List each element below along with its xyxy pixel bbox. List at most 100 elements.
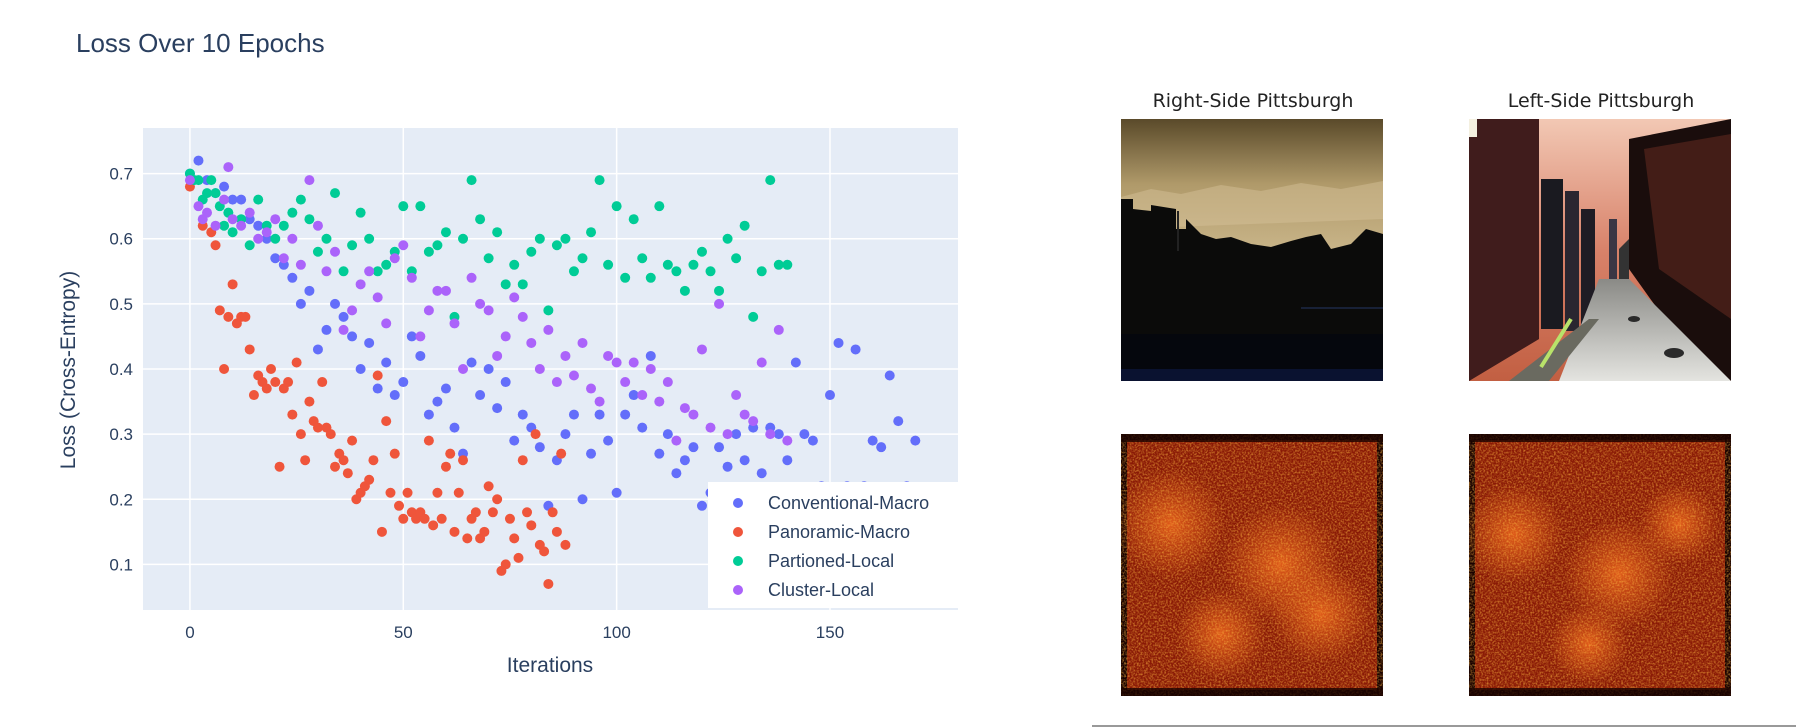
data-point[interactable]	[312, 344, 323, 355]
data-point[interactable]	[551, 377, 562, 388]
data-point[interactable]	[560, 429, 571, 440]
data-point[interactable]	[261, 227, 272, 238]
data-point[interactable]	[560, 539, 571, 550]
data-point[interactable]	[347, 435, 358, 446]
data-point[interactable]	[556, 448, 567, 459]
data-point[interactable]	[654, 396, 665, 407]
data-point[interactable]	[662, 377, 673, 388]
data-point[interactable]	[270, 377, 281, 388]
data-point[interactable]	[551, 240, 562, 251]
data-point[interactable]	[620, 272, 631, 283]
data-point[interactable]	[202, 188, 213, 199]
data-point[interactable]	[470, 507, 481, 518]
data-point[interactable]	[534, 233, 545, 244]
data-point[interactable]	[722, 429, 733, 440]
data-point[interactable]	[321, 233, 332, 244]
data-point[interactable]	[756, 357, 767, 368]
data-point[interactable]	[227, 279, 238, 290]
data-point[interactable]	[603, 259, 614, 270]
data-point[interactable]	[568, 370, 579, 381]
data-point[interactable]	[295, 298, 306, 309]
data-point[interactable]	[338, 455, 349, 466]
data-point[interactable]	[325, 429, 336, 440]
data-point[interactable]	[295, 429, 306, 440]
data-point[interactable]	[287, 233, 298, 244]
data-point[interactable]	[300, 455, 311, 466]
data-point[interactable]	[227, 194, 238, 205]
data-point[interactable]	[662, 429, 673, 440]
data-point[interactable]	[440, 227, 451, 238]
data-point[interactable]	[266, 364, 277, 374]
data-point[interactable]	[355, 364, 366, 374]
data-point[interactable]	[385, 487, 396, 498]
data-point[interactable]	[534, 442, 545, 453]
data-point[interactable]	[586, 383, 597, 394]
data-point[interactable]	[423, 305, 434, 316]
data-point[interactable]	[492, 350, 503, 361]
data-point[interactable]	[722, 461, 733, 472]
data-point[interactable]	[372, 292, 383, 303]
data-point[interactable]	[415, 331, 426, 342]
data-point[interactable]	[394, 500, 405, 511]
data-point[interactable]	[611, 487, 622, 498]
data-point[interactable]	[458, 233, 469, 244]
data-point[interactable]	[645, 364, 656, 374]
data-point[interactable]	[270, 214, 281, 225]
data-point[interactable]	[236, 220, 247, 231]
data-point[interactable]	[240, 311, 251, 322]
data-point[interactable]	[637, 422, 648, 433]
data-point[interactable]	[338, 324, 349, 335]
data-point[interactable]	[423, 435, 434, 446]
data-point[interactable]	[696, 344, 707, 355]
data-point[interactable]	[428, 520, 439, 531]
data-point[interactable]	[799, 429, 810, 440]
data-point[interactable]	[731, 390, 742, 401]
data-point[interactable]	[504, 513, 515, 524]
data-point[interactable]	[756, 266, 767, 277]
data-point[interactable]	[355, 207, 366, 218]
data-point[interactable]	[500, 377, 511, 388]
data-point[interactable]	[381, 259, 392, 270]
data-point[interactable]	[594, 396, 605, 407]
data-point[interactable]	[227, 214, 238, 225]
data-point[interactable]	[219, 194, 230, 205]
data-point[interactable]	[765, 429, 776, 440]
data-point[interactable]	[312, 422, 323, 433]
data-point[interactable]	[654, 201, 665, 212]
data-point[interactable]	[236, 194, 247, 205]
data-point[interactable]	[756, 468, 767, 479]
data-point[interactable]	[368, 455, 379, 466]
data-point[interactable]	[398, 201, 409, 212]
data-point[interactable]	[603, 350, 614, 361]
data-point[interactable]	[876, 442, 887, 453]
data-point[interactable]	[193, 155, 204, 166]
data-point[interactable]	[782, 455, 793, 466]
data-point[interactable]	[773, 429, 784, 440]
data-point[interactable]	[355, 279, 366, 290]
data-point[interactable]	[466, 272, 477, 283]
data-point[interactable]	[560, 233, 571, 244]
data-point[interactable]	[509, 292, 520, 303]
data-point[interactable]	[705, 266, 716, 277]
data-point[interactable]	[807, 435, 818, 446]
data-point[interactable]	[219, 364, 230, 374]
data-point[interactable]	[381, 318, 392, 329]
data-point[interactable]	[479, 526, 490, 537]
data-point[interactable]	[500, 279, 511, 290]
data-point[interactable]	[342, 468, 353, 479]
data-point[interactable]	[376, 526, 387, 537]
data-point[interactable]	[248, 390, 259, 401]
data-point[interactable]	[291, 357, 302, 368]
data-point[interactable]	[372, 370, 383, 381]
data-point[interactable]	[526, 337, 537, 348]
data-point[interactable]	[304, 285, 315, 296]
data-point[interactable]	[227, 227, 238, 238]
data-point[interactable]	[526, 520, 537, 531]
data-point[interactable]	[530, 429, 541, 440]
data-point[interactable]	[270, 233, 281, 244]
data-point[interactable]	[193, 175, 204, 186]
data-point[interactable]	[338, 311, 349, 322]
data-point[interactable]	[253, 233, 264, 244]
data-point[interactable]	[244, 344, 255, 355]
data-point[interactable]	[278, 220, 289, 231]
